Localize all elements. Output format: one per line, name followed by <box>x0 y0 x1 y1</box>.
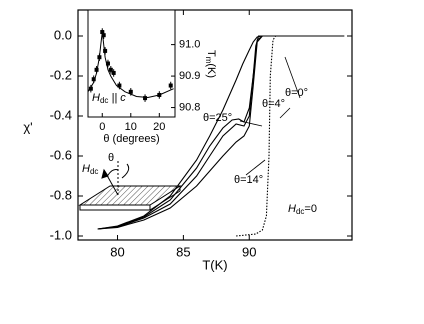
annotation-text: H <box>288 203 296 215</box>
annotation-sub: dc <box>296 207 304 216</box>
x-tick-label: 80 <box>110 244 124 259</box>
annotation: θ=4° <box>262 98 285 110</box>
annotation-arrow <box>239 120 263 127</box>
y-tick-label: -0.6 <box>50 147 72 162</box>
y-axis-label: χ' <box>23 119 32 134</box>
x-tick-label: 20 <box>153 121 165 133</box>
annotation-text: θ=0° <box>285 87 308 99</box>
annotation-text: H <box>92 92 100 104</box>
y-tick-label: -0.2 <box>50 67 72 82</box>
annotation-arrow <box>245 159 266 176</box>
data-point <box>157 92 162 97</box>
annotation: θ=25° <box>203 112 232 124</box>
data-point <box>105 61 110 66</box>
data-point <box>97 55 102 60</box>
data-point <box>128 89 133 94</box>
annotation: Hdc=0 <box>288 203 317 216</box>
annotation-text: θ <box>108 152 114 164</box>
annotation-sub: dc <box>100 96 108 105</box>
annotation-sub: dc <box>90 167 98 176</box>
x-axis-label: T(K) <box>202 257 227 272</box>
data-point <box>143 96 148 101</box>
data-point <box>103 48 108 53</box>
annotation: θ=14° <box>234 174 263 186</box>
inset-frame <box>87 9 176 118</box>
sample-schematic <box>78 160 182 211</box>
y-tick-label: -0.8 <box>50 187 72 202</box>
y-axis-label: Tm(K) <box>204 50 217 78</box>
y-tick-label: 91.0 <box>179 39 200 51</box>
annotation-after: || c <box>108 92 126 104</box>
plot-frame <box>77 9 353 241</box>
data-point <box>94 67 99 72</box>
annotation-text: θ=14° <box>234 174 263 186</box>
data-point <box>117 83 122 88</box>
y-tick-label: 90.9 <box>179 70 200 82</box>
annotation: Hdc || c <box>92 92 126 105</box>
y-axis-label-main: T <box>205 50 217 57</box>
y-tick-label: -1.0 <box>50 227 72 242</box>
y-tick-label: -0.4 <box>50 107 72 122</box>
annotation: Hdc <box>82 163 98 176</box>
annotation: θ=0° <box>285 87 308 99</box>
annotation-text: H <box>82 163 90 175</box>
x-tick-label: 85 <box>176 244 190 259</box>
data-point <box>168 83 173 88</box>
x-tick-label: 10 <box>125 121 137 133</box>
y-tick-label: 0.0 <box>54 27 72 42</box>
data-point <box>108 67 113 72</box>
data-line <box>97 35 345 230</box>
data-point <box>88 86 93 91</box>
annotation-arrow <box>284 56 301 99</box>
y-tick-label: 90.8 <box>179 101 200 113</box>
data-point <box>91 77 96 82</box>
data-point <box>111 70 116 75</box>
x-tick-label: 0 <box>99 121 105 133</box>
annotation-text: θ=4° <box>262 98 285 110</box>
annotation-after: =0 <box>304 203 317 215</box>
y-axis-label-after: (K) <box>205 63 217 78</box>
y-axis-label-sub: m <box>204 57 213 64</box>
data-line <box>236 35 345 237</box>
annotation-arrow <box>279 107 291 119</box>
annotation-text: θ=25° <box>203 112 232 124</box>
x-tick-label: 90 <box>242 244 256 259</box>
annotation: θ <box>108 152 114 164</box>
data-point <box>100 30 105 35</box>
data-point <box>101 33 106 38</box>
x-axis-label: θ (degrees) <box>103 133 159 145</box>
data-line <box>97 35 345 230</box>
